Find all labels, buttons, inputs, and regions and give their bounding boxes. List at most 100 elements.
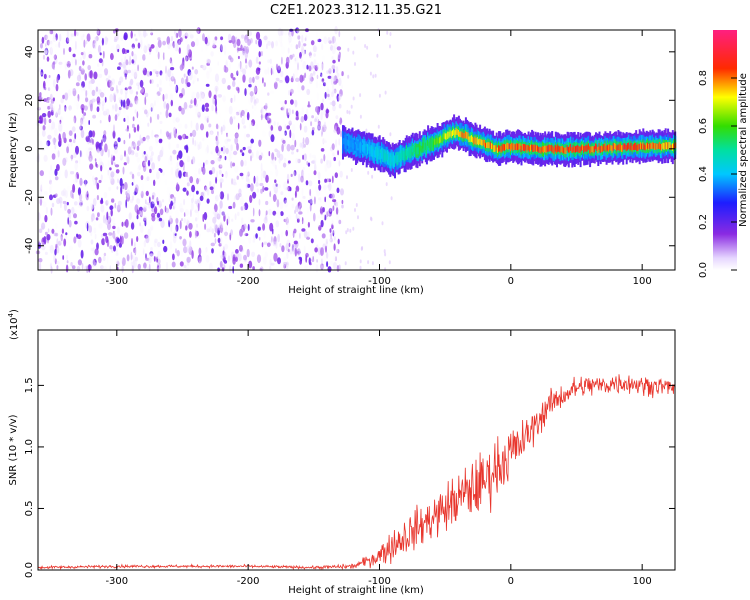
noise-speckle (82, 60, 85, 66)
noise-speckle (231, 218, 234, 222)
noise-speckle (150, 122, 153, 128)
noise-speckle (162, 239, 165, 244)
noise-speckle (273, 236, 277, 245)
noise-speckle (331, 133, 335, 137)
noise-speckle (331, 193, 335, 199)
noise-speckle (337, 52, 341, 60)
ridge-cell (467, 132, 470, 140)
noise-speckle (155, 70, 159, 75)
noise-speckle (322, 138, 327, 143)
noise-speckle (179, 220, 182, 230)
noise-speckle (333, 80, 338, 85)
noise-speckle (316, 259, 318, 263)
noise-speckle (315, 39, 318, 49)
noise-speckle (295, 110, 299, 117)
noise-speckle (162, 52, 165, 61)
noise-speckle (251, 131, 256, 137)
noise-speckle (144, 109, 148, 115)
noise-speckle (111, 107, 114, 115)
noise-speckle (297, 216, 301, 220)
noise-speckle (66, 30, 69, 39)
noise-speckle (127, 69, 131, 74)
noise-speckle (104, 143, 108, 153)
noise-speckle (186, 245, 191, 253)
noise-speckle (146, 176, 150, 182)
noise-speckle (72, 183, 76, 193)
noise-speckle (200, 141, 204, 148)
noise-speckle (73, 209, 78, 214)
noise-speckle (247, 97, 252, 104)
noise-speckle (202, 33, 205, 42)
ridge-cell (405, 149, 408, 156)
noise-speckle (52, 36, 57, 42)
noise-speckle (288, 34, 292, 38)
ridge-cell (384, 153, 387, 161)
noise-speckle (105, 205, 110, 214)
noise-speckle (341, 84, 344, 89)
noise-speckle (109, 93, 113, 103)
noise-speckle (241, 239, 244, 245)
noise-speckle (195, 165, 200, 172)
noise-speckle (306, 202, 310, 208)
noise-speckle (145, 257, 150, 261)
noise-speckle (40, 72, 43, 76)
noise-speckle (196, 177, 199, 185)
noise-speckle (170, 99, 173, 107)
noise-speckle (185, 225, 188, 231)
noise-speckle (149, 252, 154, 260)
noise-speckle (304, 49, 306, 55)
noise-speckle (227, 255, 231, 262)
noise-speckle (321, 131, 323, 137)
noise-speckle (314, 255, 319, 263)
noise-speckle (325, 159, 329, 165)
noise-speckle (106, 173, 109, 177)
noise-speckle (303, 125, 308, 133)
noise-speckle (115, 44, 121, 53)
noise-speckle (120, 99, 123, 108)
noise-speckle (200, 91, 203, 96)
noise-speckle (253, 86, 257, 93)
noise-speckle (252, 239, 256, 243)
noise-speckle (321, 43, 324, 51)
noise-speckle (156, 212, 161, 218)
noise-speckle (140, 224, 144, 234)
ridge-cell (359, 143, 362, 151)
noise-speckle (97, 63, 100, 67)
noise-speckle (220, 220, 224, 229)
noise-speckle (248, 216, 251, 224)
noise-speckle (258, 61, 261, 65)
noise-speckle (215, 176, 218, 184)
noise-speckle (196, 190, 199, 195)
noise-speckle (99, 92, 105, 98)
ridge-cell (652, 142, 655, 149)
noise-speckle (338, 138, 341, 146)
noise-speckle (234, 132, 239, 139)
noise-speckle (133, 139, 136, 148)
noise-speckle (192, 137, 194, 146)
noise-speckle (224, 243, 229, 250)
noise-speckle (131, 173, 135, 179)
noise-speckle (49, 46, 53, 56)
noise-speckle (202, 162, 205, 169)
noise-speckle (65, 37, 70, 44)
noise-speckle (166, 103, 170, 111)
ridge-cell (355, 144, 357, 151)
ridge-cell (582, 144, 584, 151)
ridge-cell (352, 143, 355, 150)
noise-speckle (113, 139, 118, 145)
noise-speckle (206, 70, 210, 80)
noise-speckle (211, 189, 214, 195)
noise-speckle (324, 91, 327, 99)
ridge-cell (553, 147, 556, 154)
noise-speckle (224, 155, 227, 161)
noise-speckle (270, 90, 275, 94)
noise-speckle (137, 84, 140, 90)
noise-speckle (62, 107, 68, 116)
noise-speckle (294, 152, 296, 162)
noise-speckle (194, 209, 199, 213)
noise-speckle (185, 36, 189, 46)
noise-speckle (90, 213, 95, 221)
noise-speckle (193, 172, 198, 181)
noise-speckle (120, 185, 123, 195)
noise-speckle (273, 81, 278, 90)
